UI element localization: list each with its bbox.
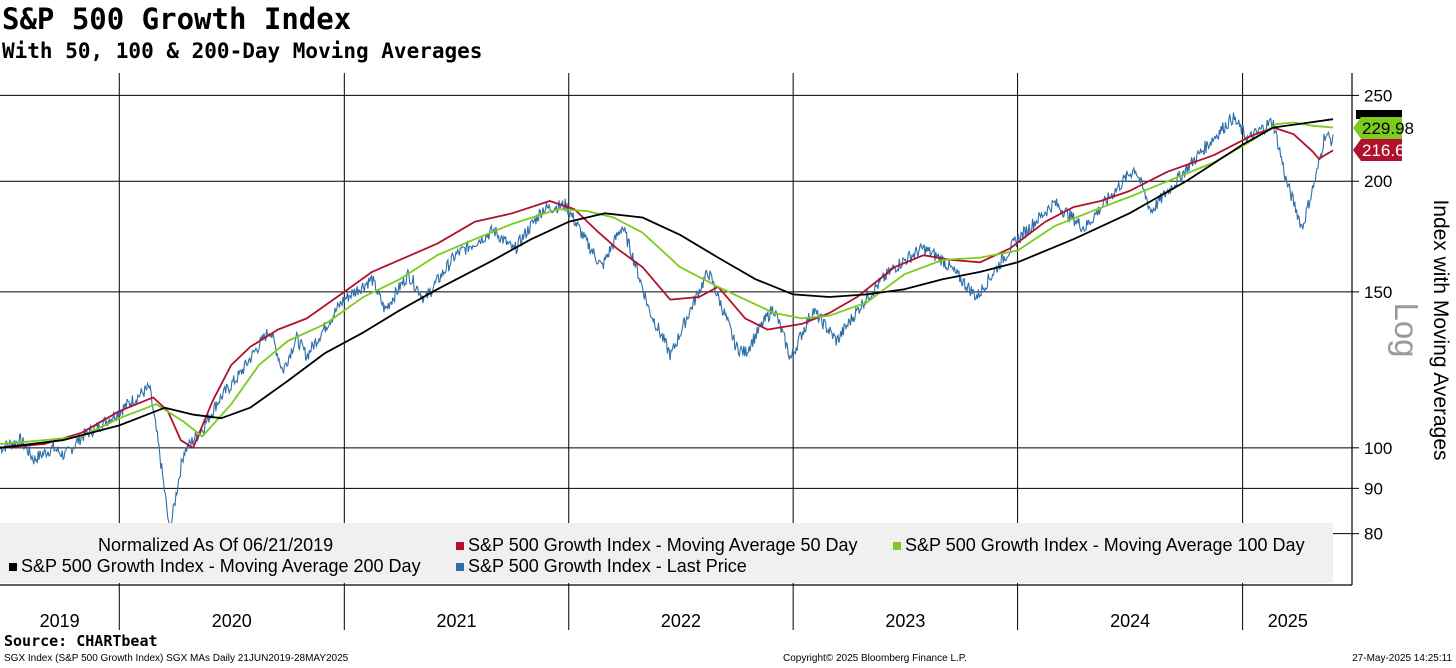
series-lines [0, 112, 1334, 534]
timestamp: 27-May-2025 14:25:11 [1352, 653, 1452, 664]
source-note: Source: CHARTbeat [4, 632, 158, 650]
legend-item-ma50: S&P 500 Growth Index - Moving Average 50… [468, 535, 858, 555]
x-tick-label-2020: 2020 [212, 611, 252, 631]
last-value-labels: 229.98 216.69 [1353, 110, 1414, 161]
legend-item-ma200-swatch [9, 563, 17, 571]
legend: Normalized As Of 06/21/2019 S&P 500 Growt… [0, 523, 1333, 583]
x-tick-label-2022: 2022 [661, 611, 701, 631]
series-ma100 [0, 121, 1334, 445]
axes: 80 90 100 150 200 250 2019 2020 2021 2022 2023 2024… [0, 73, 1452, 631]
legend-note: Normalized As Of 06/21/2019 [98, 535, 333, 555]
series-ma50 [0, 126, 1334, 449]
y-tick-label-150: 150 [1364, 283, 1392, 302]
legend-item-ma50-swatch [456, 542, 464, 550]
y-tick-label-80: 80 [1364, 525, 1383, 544]
copyright: Copyright© 2025 Bloomberg Finance L.P. [783, 653, 967, 664]
y-tick-label-90: 90 [1364, 479, 1383, 498]
legend-item-last-price-swatch [456, 563, 464, 571]
series-last-price [0, 112, 1334, 534]
last-value-ma50: 216.69 [1362, 141, 1414, 160]
legend-item-ma200: S&P 500 Growth Index - Moving Average 20… [21, 556, 421, 576]
last-value-ma100: 229.98 [1362, 119, 1414, 138]
x-tick-label-2024: 2024 [1110, 611, 1150, 631]
legend-item-ma100: S&P 500 Growth Index - Moving Average 10… [905, 535, 1305, 555]
legend-box [0, 523, 1333, 583]
series-ma200 [0, 118, 1334, 449]
chart-title: S&P 500 Growth Index [2, 2, 352, 36]
legend-item-last-price: S&P 500 Growth Index - Last Price [468, 556, 747, 576]
chart-subtitle: With 50, 100 & 200-Day Moving Averages [2, 39, 483, 63]
y-tick-label-100: 100 [1364, 439, 1392, 458]
last-value-ma50-tag [1353, 139, 1402, 161]
x-tick-label-2025: 2025 [1268, 611, 1308, 631]
legend-item-ma100-swatch [893, 542, 901, 550]
x-tick-label-2019: 2019 [40, 611, 80, 631]
x-tick-label-2023: 2023 [885, 611, 925, 631]
gridlines [0, 73, 1352, 585]
y-tick-label-200: 200 [1364, 172, 1392, 191]
y-axis-scale-label: Log [1388, 302, 1425, 357]
y-axis-title: Index with Moving Averages [1429, 199, 1452, 460]
series-info: SGX Index (S&P 500 Growth Index) SGX MAs… [4, 653, 349, 664]
y-tick-label-250: 250 [1364, 86, 1392, 105]
last-value-ma200-tag [1356, 110, 1402, 119]
x-tick-label-2021: 2021 [437, 611, 477, 631]
last-value-ma100-tag [1353, 117, 1402, 139]
